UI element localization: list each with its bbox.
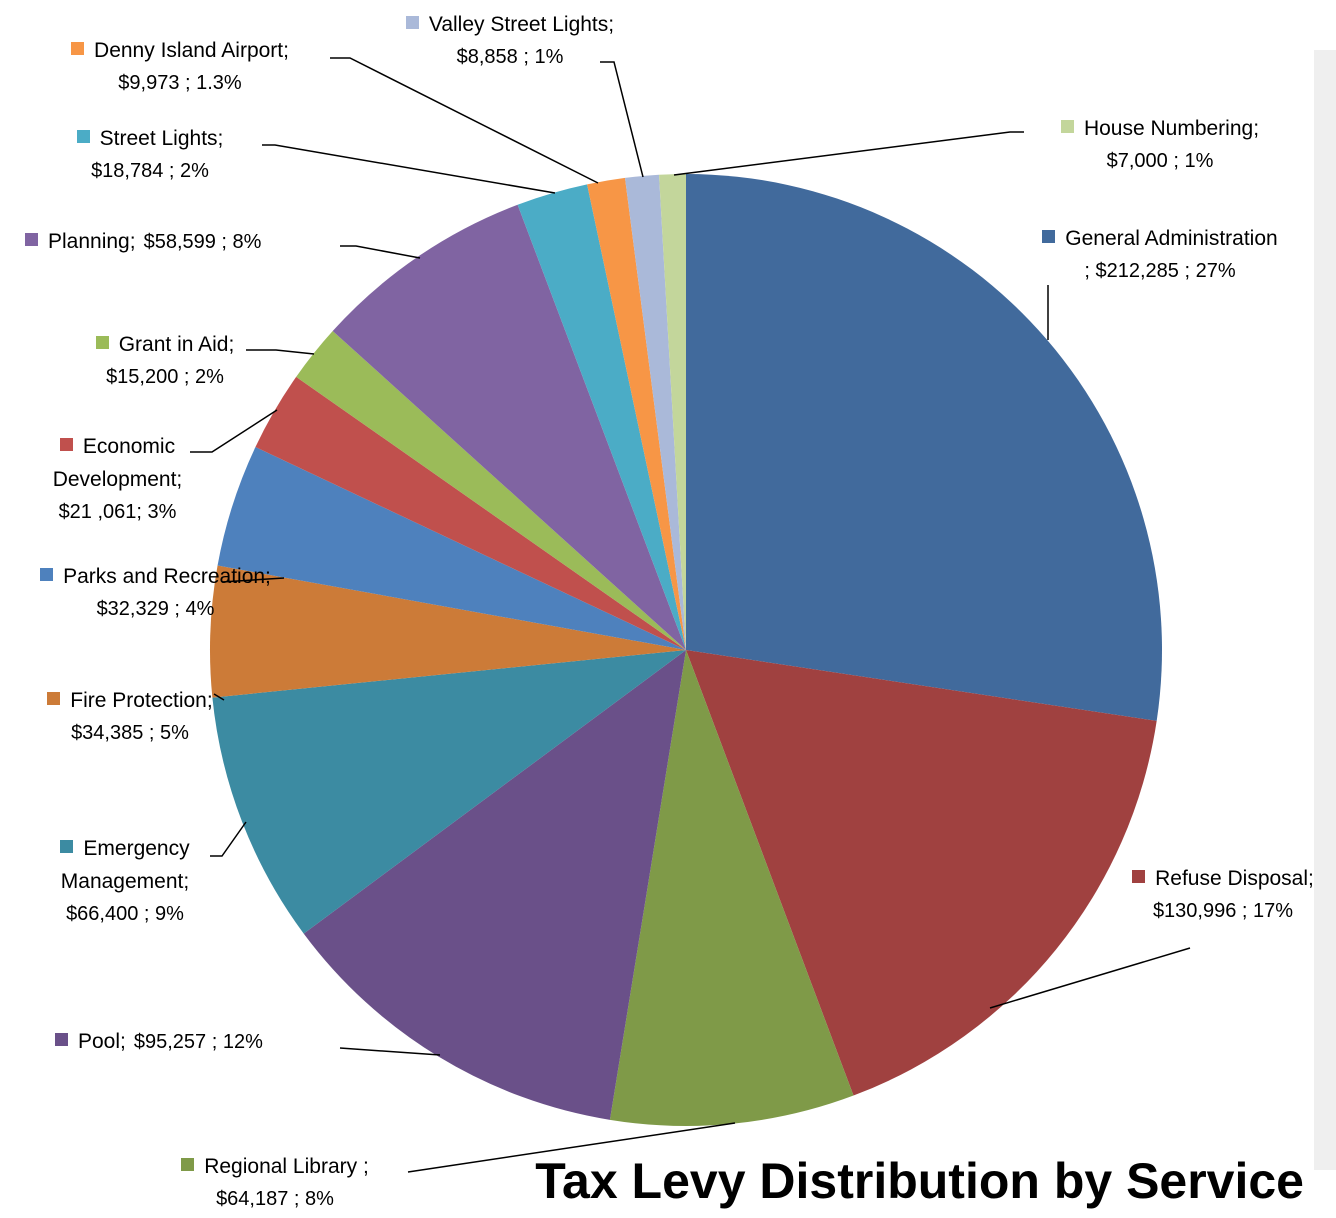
category-name: Grant in Aid; bbox=[118, 333, 235, 356]
legend-swatch bbox=[25, 233, 38, 246]
pie-slice bbox=[587, 177, 686, 651]
leader-line bbox=[190, 409, 278, 453]
category-name: House Numbering; bbox=[1083, 117, 1260, 140]
legend-swatch bbox=[1132, 870, 1146, 883]
slice-label: House Numbering; $7,000 ; 1% bbox=[1020, 112, 1300, 178]
category-name: Economic Development; bbox=[52, 435, 183, 491]
leader-line bbox=[221, 577, 285, 583]
pie-slice bbox=[212, 650, 686, 934]
side-bar bbox=[1314, 50, 1336, 1170]
value-label: $9,973 ; 1.3% bbox=[118, 72, 242, 94]
pie-slice bbox=[624, 174, 686, 651]
pie-slice bbox=[332, 204, 686, 650]
legend-swatch bbox=[71, 42, 85, 55]
category-name: Planning; bbox=[48, 230, 136, 253]
legend-swatch bbox=[40, 568, 54, 581]
legend-swatch bbox=[181, 1158, 195, 1171]
leader-line bbox=[600, 61, 644, 178]
slice-label: Parks and Recreation; $32,329 ; 4% bbox=[8, 560, 303, 626]
category-name: General Administration bbox=[1065, 227, 1278, 250]
category-name: Refuse Disposal; bbox=[1155, 867, 1314, 890]
slice-label: Emergency Management; $66,400 ; 9% bbox=[20, 832, 230, 931]
leader-line bbox=[673, 131, 1024, 176]
value-label: $66,400 ; 9% bbox=[66, 903, 184, 925]
slice-label: General Administration ; $212,285 ; 27% bbox=[1010, 222, 1310, 288]
value-label: $95,257 ; 12% bbox=[133, 1031, 263, 1053]
pie-slice bbox=[217, 447, 686, 650]
legend-swatch bbox=[76, 130, 90, 143]
value-label: $130,996 ; 17% bbox=[1152, 900, 1294, 922]
slice-label: Pool; $95,257 ; 12% bbox=[55, 1025, 355, 1059]
slice-label: Economic Development; $21 ,061; 3% bbox=[20, 430, 215, 529]
slice-label: Planning; $58,599 ; 8% bbox=[25, 225, 335, 259]
slice-label: Refuse Disposal; $130,996 ; 17% bbox=[1110, 862, 1336, 928]
slice-label: Regional Library ; $64,187 ; 8% bbox=[150, 1150, 400, 1216]
leader-line bbox=[330, 57, 599, 184]
pie-slice bbox=[686, 650, 1157, 1096]
leader-line bbox=[213, 693, 225, 701]
leader-line bbox=[339, 1047, 441, 1056]
legend-swatch bbox=[47, 692, 61, 705]
value-label: $8,858 ; 1% bbox=[456, 46, 564, 68]
legend-swatch bbox=[95, 336, 109, 349]
slice-label: Grant in Aid; $15,200 ; 2% bbox=[60, 328, 270, 394]
category-name: Emergency Management; bbox=[60, 837, 190, 893]
leader-line bbox=[989, 947, 1191, 1009]
leader-line bbox=[210, 821, 247, 857]
value-label: ; $212,285 ; 27% bbox=[1084, 260, 1236, 282]
slice-label: Fire Protection; $34,385 ; 5% bbox=[20, 684, 240, 750]
pie-slice bbox=[609, 650, 854, 1127]
value-label: $58,599 ; 8% bbox=[143, 231, 262, 253]
value-label: $15,200 ; 2% bbox=[106, 366, 224, 388]
category-name: Street Lights; bbox=[99, 127, 224, 150]
value-label: $32,329 ; 4% bbox=[96, 598, 215, 620]
pie-slice bbox=[517, 184, 686, 650]
legend-swatch bbox=[59, 438, 73, 451]
pie-slice bbox=[686, 174, 1163, 721]
legend-swatch bbox=[1060, 120, 1074, 133]
leader-line bbox=[246, 349, 315, 355]
leader-line bbox=[262, 144, 556, 194]
value-label: $64,187 ; 8% bbox=[216, 1188, 334, 1210]
pie-slice bbox=[303, 650, 686, 1120]
category-name: Denny Island Airport; bbox=[94, 39, 289, 62]
slice-label: Valley Street Lights; $8,858 ; 1% bbox=[360, 8, 660, 74]
category-name: Valley Street Lights; bbox=[428, 13, 615, 36]
chart-title: Tax Levy Distribution by Service bbox=[535, 1153, 1304, 1209]
leader-line bbox=[340, 245, 421, 259]
leader-lines bbox=[190, 57, 1191, 1173]
slice-label: Street Lights; $18,784 ; 2% bbox=[40, 122, 260, 188]
value-label: $34,385 ; 5% bbox=[71, 722, 189, 744]
pie-slice bbox=[209, 565, 686, 698]
pie-slice bbox=[659, 174, 686, 650]
leader-line bbox=[407, 1122, 736, 1173]
pie-slice bbox=[296, 331, 686, 650]
category-name: Fire Protection; bbox=[70, 689, 213, 712]
value-label: $7,000 ; 1% bbox=[1106, 150, 1214, 172]
legend-swatch bbox=[405, 16, 419, 29]
legend-swatch bbox=[55, 1033, 68, 1046]
value-label: $21 ,061; 3% bbox=[58, 501, 177, 523]
legend-swatch bbox=[1042, 230, 1056, 243]
value-label: $18,784 ; 2% bbox=[91, 160, 209, 182]
category-name: Regional Library ; bbox=[204, 1155, 369, 1178]
category-name: Parks and Recreation; bbox=[63, 565, 271, 588]
slice-label: Denny Island Airport; $9,973 ; 1.3% bbox=[30, 34, 330, 100]
pie-slice bbox=[255, 376, 686, 650]
category-name: Pool; bbox=[78, 1030, 126, 1053]
legend-swatch bbox=[60, 840, 74, 853]
